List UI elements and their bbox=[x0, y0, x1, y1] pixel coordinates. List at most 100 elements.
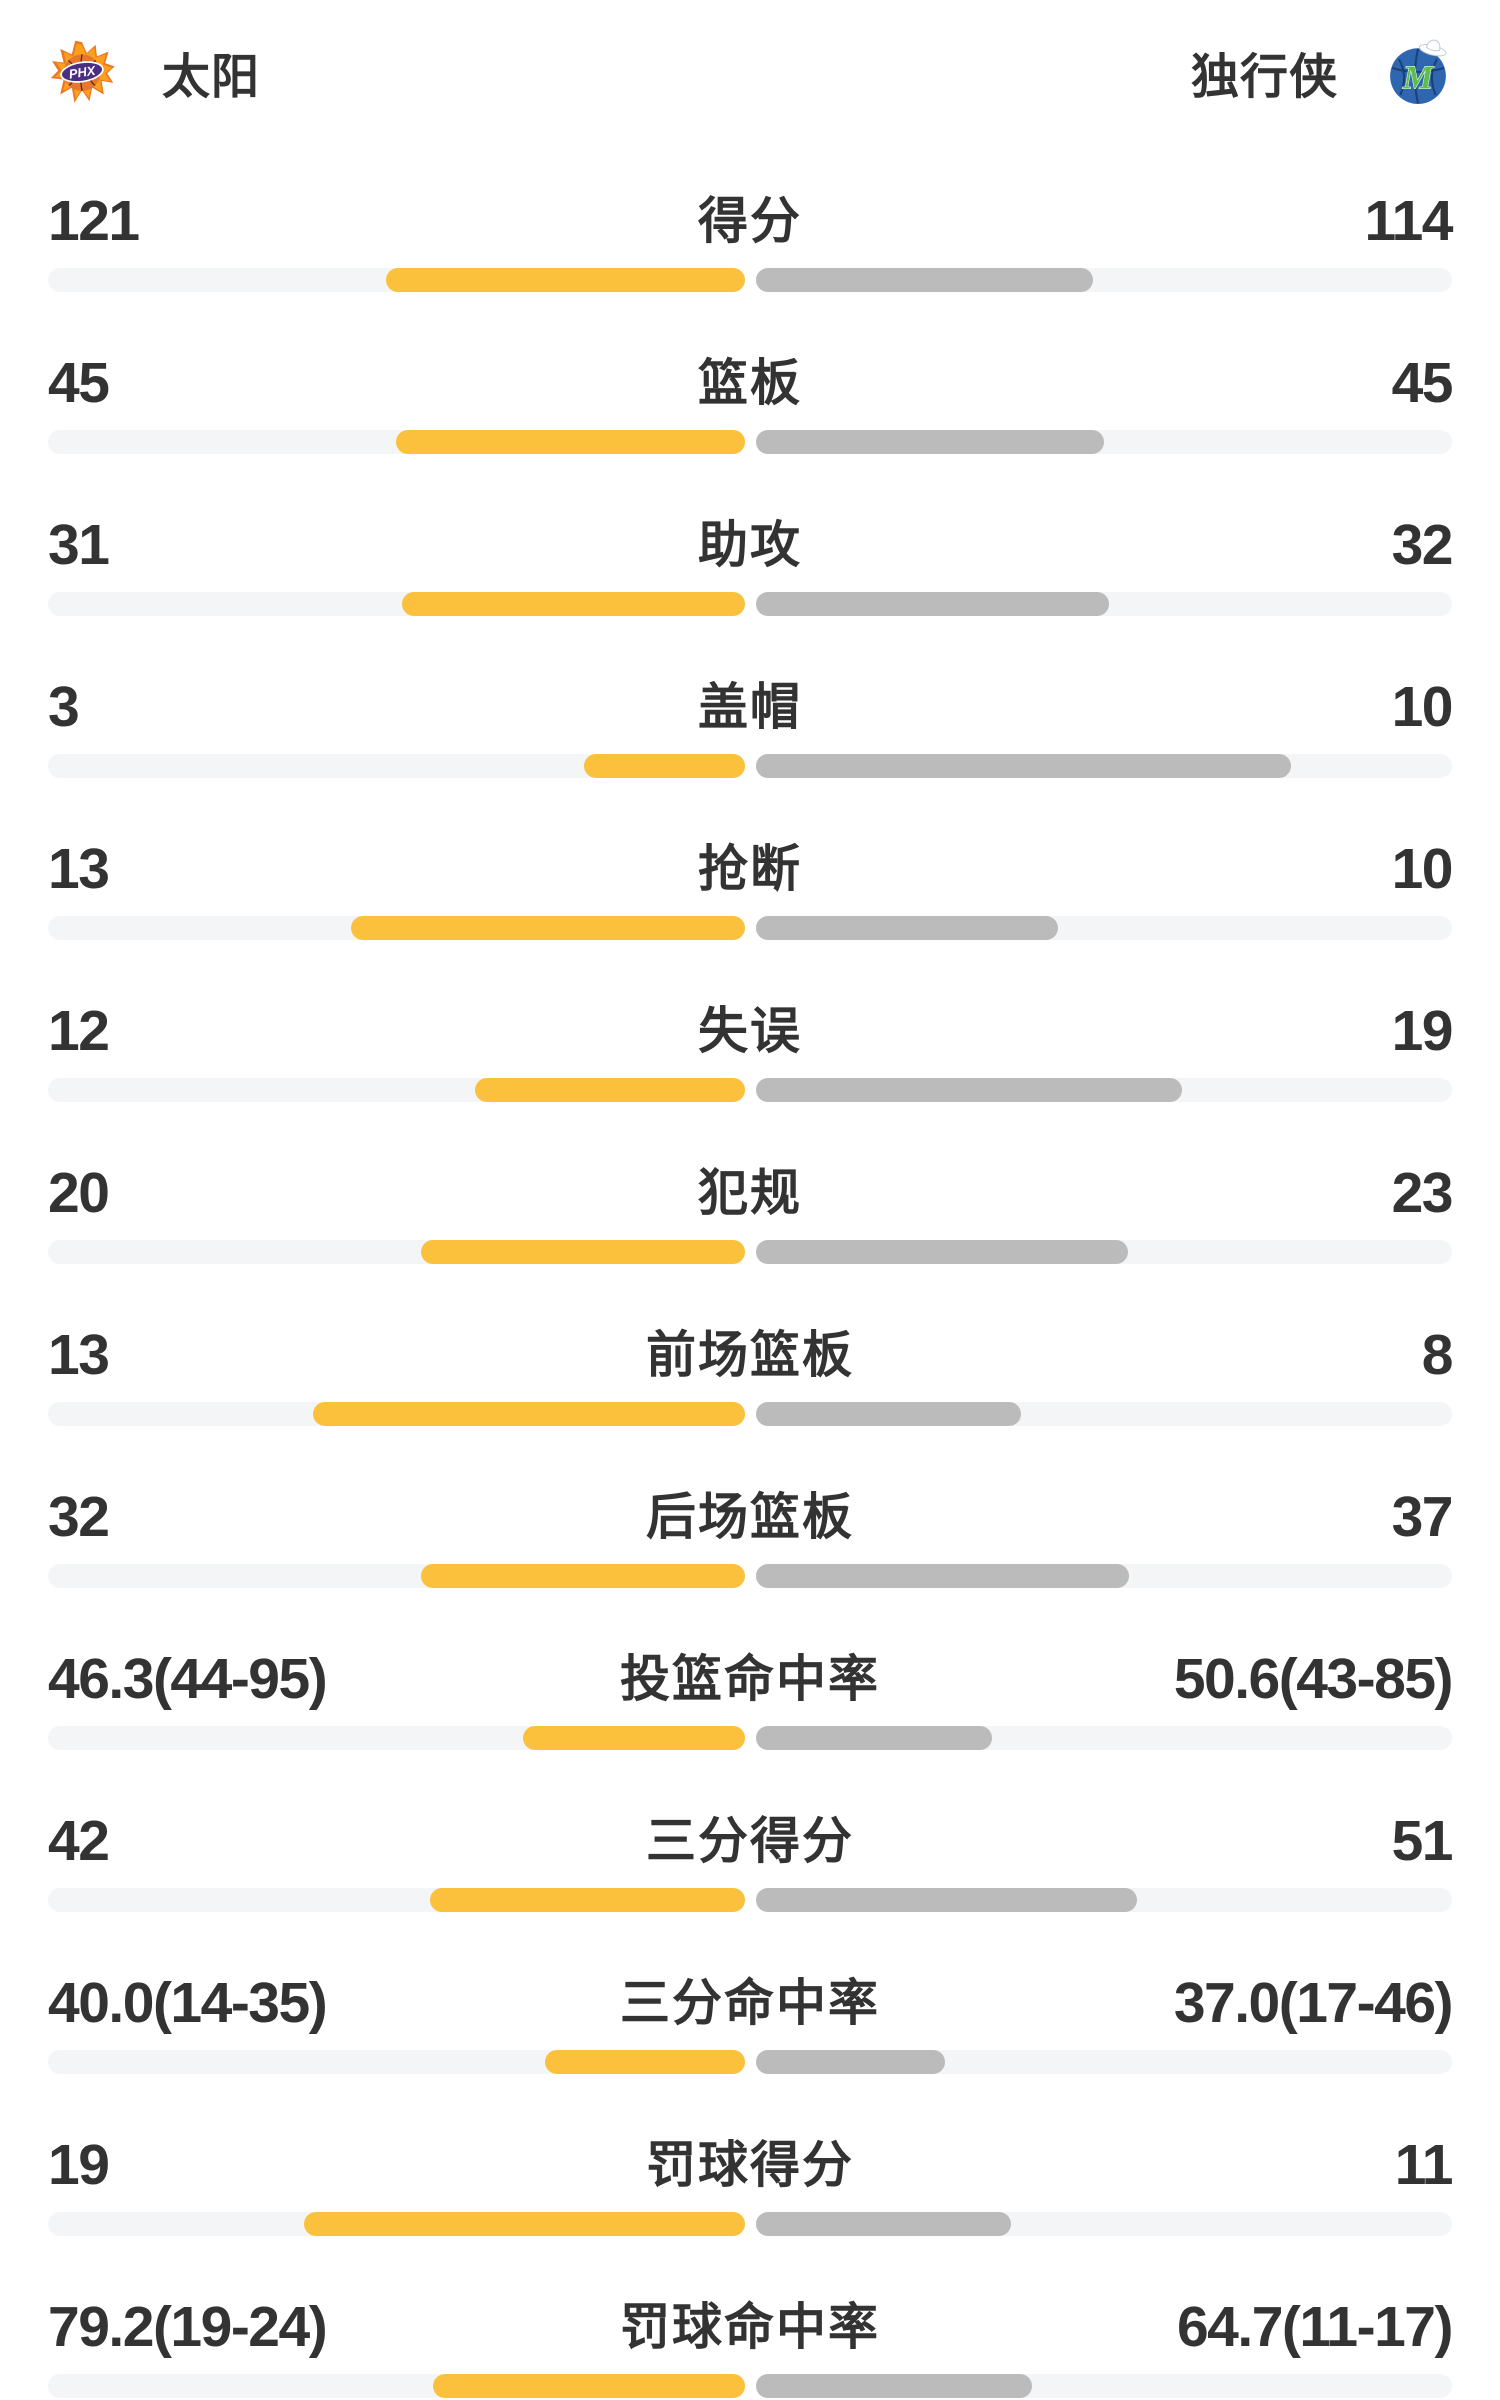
away-team-value: 51 bbox=[1391, 1809, 1454, 1873]
stat-row: 20 犯规 23 bbox=[48, 1161, 1454, 1264]
away-bar-track bbox=[755, 1888, 1452, 1912]
stat-bar-track bbox=[48, 1564, 1452, 1588]
home-bar-track bbox=[48, 1888, 745, 1912]
home-team-value: 32 bbox=[48, 1485, 110, 1549]
stat-values-line: 46.3(44-95) 投篮命中率 50.6(43-85) bbox=[48, 1647, 1454, 1711]
stat-values-line: 31 助攻 32 bbox=[48, 514, 1454, 576]
svg-text:M: M bbox=[1402, 59, 1435, 96]
away-team-value: 11 bbox=[1394, 2133, 1454, 2197]
away-bar bbox=[755, 2212, 1012, 2236]
stat-label: 犯规 bbox=[698, 1165, 802, 1221]
stat-values-line: 42 三分得分 51 bbox=[48, 1809, 1454, 1873]
away-team-header: 独行侠 M bbox=[1191, 37, 1452, 107]
home-bar bbox=[396, 430, 745, 454]
away-bar bbox=[755, 1888, 1138, 1912]
stat-row: 79.2(19-24) 罚球命中率 64.7(11-17) bbox=[48, 2295, 1454, 2398]
home-bar bbox=[544, 2050, 745, 2074]
home-bar-track bbox=[48, 1078, 745, 1102]
stat-values-line: 32 后场篮板 37 bbox=[48, 1485, 1454, 1549]
away-bar-track bbox=[755, 1726, 1452, 1750]
stat-bar-track bbox=[48, 2212, 1452, 2236]
home-bar bbox=[303, 2212, 745, 2236]
away-bar-track bbox=[755, 2212, 1452, 2236]
home-bar bbox=[385, 268, 745, 292]
stat-bar-track bbox=[48, 1078, 1452, 1102]
stat-values-line: 20 犯规 23 bbox=[48, 1161, 1454, 1225]
home-team-value: 13 bbox=[48, 837, 110, 901]
home-bar-track bbox=[48, 1564, 745, 1588]
away-team-value: 114 bbox=[1364, 189, 1454, 253]
stat-row: 46.3(44-95) 投篮命中率 50.6(43-85) bbox=[48, 1647, 1454, 1750]
stat-label: 罚球得分 bbox=[646, 2137, 854, 2193]
home-team-value: 19 bbox=[48, 2133, 110, 2197]
home-bar bbox=[350, 916, 745, 940]
away-bar bbox=[755, 1726, 992, 1750]
home-team-value: 45 bbox=[48, 351, 110, 415]
stat-label: 后场篮板 bbox=[646, 1489, 854, 1545]
stat-row: 13 抢断 10 bbox=[48, 837, 1454, 940]
stat-row: 40.0(14-35) 三分命中率 37.0(17-46) bbox=[48, 1972, 1454, 2074]
away-team-value: 45 bbox=[1391, 351, 1454, 415]
away-team-value: 23 bbox=[1391, 1161, 1454, 1225]
away-bar-track bbox=[755, 2050, 1452, 2074]
away-bar-track bbox=[755, 1402, 1452, 1426]
stat-bar-track bbox=[48, 1402, 1452, 1426]
home-bar-track bbox=[48, 1402, 745, 1426]
away-team-value: 64.7(11-17) bbox=[1176, 2295, 1454, 2359]
home-team-value: 42 bbox=[48, 1809, 110, 1873]
home-team-value: 3 bbox=[48, 675, 80, 739]
away-team-value: 19 bbox=[1391, 999, 1454, 1063]
away-team-name: 独行侠 bbox=[1190, 51, 1338, 104]
home-bar-track bbox=[48, 754, 745, 778]
home-bar-track bbox=[48, 2374, 745, 2398]
stats-rows: 121 得分 114 45 篮板 45 bbox=[48, 189, 1454, 2398]
home-bar bbox=[401, 592, 745, 616]
away-team-value: 50.6(43-85) bbox=[1173, 1647, 1454, 1711]
away-team-value: 37 bbox=[1391, 1485, 1454, 1549]
away-bar-track bbox=[755, 754, 1452, 778]
away-bar bbox=[755, 592, 1110, 616]
stat-bar-track bbox=[48, 268, 1452, 292]
stat-row: 12 失误 19 bbox=[48, 999, 1454, 1102]
away-team-value: 10 bbox=[1391, 837, 1454, 901]
away-bar-track bbox=[755, 1078, 1452, 1102]
stat-bar-track bbox=[48, 2374, 1452, 2398]
stat-row: 32 后场篮板 37 bbox=[48, 1485, 1454, 1588]
stat-label: 篮板 bbox=[698, 355, 802, 411]
dallas-mavericks-logo-icon: M bbox=[1390, 39, 1447, 104]
home-bar-track bbox=[48, 268, 745, 292]
home-team-value: 20 bbox=[48, 1161, 110, 1225]
stat-bar-track bbox=[48, 754, 1452, 778]
stat-values-line: 19 罚球得分 11 bbox=[48, 2133, 1454, 2197]
away-bar bbox=[755, 1240, 1129, 1264]
stat-values-line: 12 失误 19 bbox=[48, 999, 1454, 1063]
stat-bar-track bbox=[48, 430, 1452, 454]
stat-values-line: 40.0(14-35) 三分命中率 37.0(17-46) bbox=[48, 1972, 1454, 2034]
home-team-header: PHX 太阳 bbox=[48, 37, 260, 107]
stat-values-line: 3 盖帽 10 bbox=[48, 675, 1454, 739]
stat-bar-track bbox=[48, 592, 1452, 616]
away-bar bbox=[755, 430, 1104, 454]
home-bar bbox=[433, 2374, 745, 2398]
home-bar bbox=[429, 1888, 745, 1912]
away-bar-track bbox=[755, 1240, 1452, 1264]
home-bar-track bbox=[48, 2050, 745, 2074]
away-bar-track bbox=[755, 268, 1452, 292]
away-bar bbox=[755, 2050, 945, 2074]
home-bar bbox=[313, 1402, 745, 1426]
home-bar bbox=[583, 754, 745, 778]
stat-values-line: 45 篮板 45 bbox=[48, 351, 1454, 415]
stat-label: 投篮命中率 bbox=[620, 1651, 880, 1707]
stat-label: 罚球命中率 bbox=[620, 2299, 880, 2355]
away-bar bbox=[755, 268, 1094, 292]
stat-row: 42 三分得分 51 bbox=[48, 1809, 1454, 1912]
home-team-value: 46.3(44-95) bbox=[48, 1647, 328, 1711]
stat-label: 得分 bbox=[698, 193, 802, 249]
away-bar-track bbox=[755, 2374, 1452, 2398]
stat-values-line: 13 前场篮板 8 bbox=[48, 1324, 1454, 1386]
home-bar-track bbox=[48, 916, 745, 940]
home-bar bbox=[523, 1726, 745, 1750]
home-bar-track bbox=[48, 1726, 745, 1750]
home-bar bbox=[421, 1564, 745, 1588]
stat-bar-track bbox=[48, 916, 1452, 940]
